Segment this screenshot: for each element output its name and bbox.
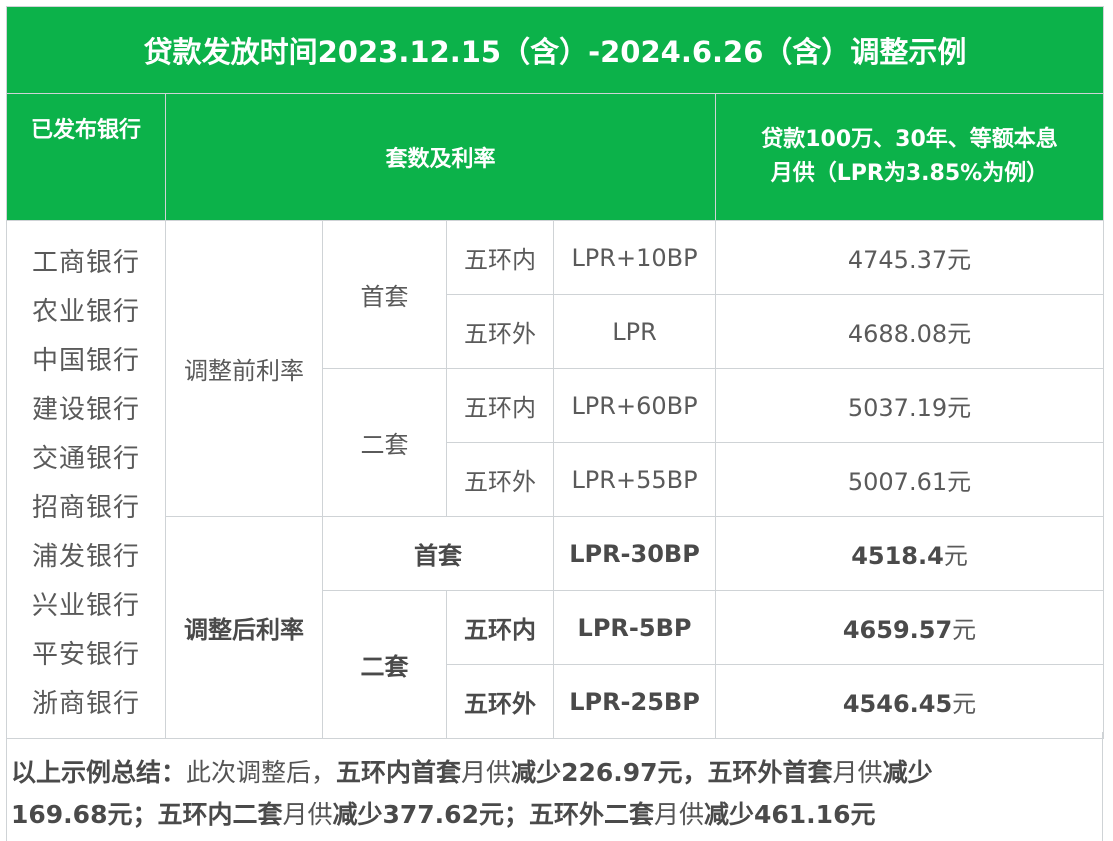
payment-cell: 4546.45元 [715,664,1104,739]
payment-cell: 5037.19元 [715,368,1104,443]
table-row: 二套 五环内 LPR-5BP 4659.57元 [7,590,1104,739]
payment-cell: 4688.08元 [715,294,1104,369]
table-row: 五环外 LPR 4688.08元 [7,294,1104,369]
zone-cell: 五环外 [446,294,554,369]
payment-amount: 5007.61 [847,468,948,496]
bank-name: 兴业银行 [31,591,140,621]
summary-part: 五环内首套 [336,758,462,787]
bank-name: 交通银行 [31,444,140,474]
table-title: 贷款发放时间2023.12.15（含）-2024.6.26（含）调整示例 [6,6,1104,94]
bank-name: 招商银行 [31,493,140,523]
header-monthly-payment: 贷款100万、30年、等额本息 月供（LPR为3.85%为例） [715,93,1104,221]
header-banks: 已发布银行 [6,93,166,221]
summary-part: 减少 [882,758,933,787]
header-row: 已发布银行 套数及利率 贷款100万、30年、等额本息 月供（LPR为3.85%… [6,93,1104,221]
header-payment-line2: 月供（LPR为3.85%为例） [770,161,1049,186]
summary-part: 此次调整后， [186,758,337,787]
payment-amount: 4546.45 [842,690,953,718]
bank-name: 建设银行 [31,395,140,425]
summary-part: 减少461.16元 [704,800,876,829]
before-first-label: 首套 [322,220,447,369]
header-payment-line1: 贷款100万、30年、等额本息 [761,127,1058,152]
payment-cell: 4518.4元 [715,516,1104,591]
summary-part: 月供 [653,800,704,829]
table-row: 五环外 LPR-25BP 4546.45元 [7,664,1104,739]
summary-part: 月供 [461,758,512,787]
summary-part: 月供 [832,758,883,787]
payment-amount: 4688.08 [847,320,948,348]
payment-amount: 4518.4 [851,542,944,570]
bank-name: 工商银行 [31,248,140,278]
summary-part: 169.68元；五环内二套 [11,800,283,829]
payment-unit: 元 [947,320,972,348]
bank-name: 平安银行 [31,640,140,670]
payment-cell: 4745.37元 [715,220,1104,295]
payment-cell: 4659.57元 [715,590,1104,665]
loan-adjustment-table: 贷款发放时间2023.12.15（含）-2024.6.26（含）调整示例 已发布… [6,6,1104,841]
summary-part: 减少226.97元，五环外首套 [511,758,833,787]
bank-list: 工商银行 农业银行 中国银行 建设银行 交通银行 招商银行 浦发银行 兴业银行 … [6,220,166,739]
zone-cell: 五环外 [446,442,554,517]
table-row: 调整后利率 首套 LPR-30BP 4518.4元 [7,516,1104,739]
payment-amount: 4659.57 [842,616,953,644]
zone-cell: 五环外 [446,664,554,739]
title-row: 贷款发放时间2023.12.15（含）-2024.6.26（含）调整示例 [6,6,1104,94]
rate-cell: LPR-30BP [553,516,716,591]
payment-cell: 5007.61元 [715,442,1104,517]
payment-unit: 元 [947,246,972,274]
header-sets-rates: 套数及利率 [165,93,716,221]
after-rate-label: 调整后利率 [165,516,323,739]
rate-cell: LPR+10BP [553,220,716,295]
table-row: 工商银行 农业银行 中国银行 建设银行 交通银行 招商银行 浦发银行 兴业银行 … [6,220,1104,739]
bank-name: 浦发银行 [31,542,140,572]
payment-amount: 5037.19 [847,394,948,422]
rate-cell: LPR+55BP [553,442,716,517]
rate-cell: LPR-5BP [553,590,716,665]
table-row: 二套 五环内 LPR+60BP 5037.19元 [7,368,1104,517]
rate-table: 贷款发放时间2023.12.15（含）-2024.6.26（含）调整示例 已发布… [6,6,1104,739]
payment-unit: 元 [952,690,977,718]
summary-text: 以上示例总结：此次调整后，五环内首套月供减少226.97元，五环外首套月供减少 1… [6,732,1103,841]
bank-name: 浙商银行 [31,689,140,719]
table-row: 五环外 LPR+55BP 5007.61元 [7,442,1104,517]
bank-name: 农业银行 [31,297,140,327]
after-second-label: 二套 [322,590,447,739]
rate-cell: LPR+60BP [553,368,716,443]
summary-part: 月供 [282,800,333,829]
zone-cell: 五环内 [446,590,554,665]
rate-cell: LPR [553,294,716,369]
payment-unit: 元 [947,394,972,422]
zone-cell: 五环内 [446,368,554,443]
summary-lead: 以上示例总结： [11,758,187,787]
payment-unit: 元 [947,468,972,496]
zone-cell: 五环内 [446,220,554,295]
payment-amount: 4745.37 [847,246,948,274]
before-second-label: 二套 [322,368,447,517]
before-rate-label: 调整前利率 [165,220,323,517]
summary-part: 减少377.62元；五环外二套 [332,800,654,829]
bank-name: 中国银行 [31,346,140,376]
payment-unit: 元 [952,616,977,644]
after-first-label: 首套 [322,516,554,591]
payment-unit: 元 [943,542,968,570]
rate-cell: LPR-25BP [553,664,716,739]
